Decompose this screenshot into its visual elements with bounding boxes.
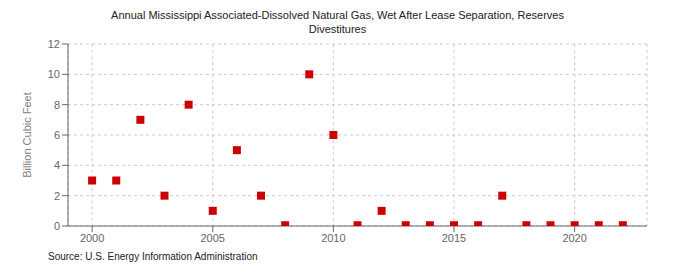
svg-text:8: 8 bbox=[54, 99, 60, 111]
svg-text:2015: 2015 bbox=[442, 232, 466, 244]
svg-text:10: 10 bbox=[48, 68, 60, 80]
html-text:Divestitures: Divestitures bbox=[308, 23, 367, 35]
html-text:Source: U.S. Energy Informatio: Source: U.S. Energy Information Administ… bbox=[48, 251, 258, 262]
svg-text:Billion Cubic Feet: Billion Cubic Feet bbox=[21, 92, 33, 178]
svg-text:2020: 2020 bbox=[562, 232, 586, 244]
svg-text:2005: 2005 bbox=[201, 232, 225, 244]
svg-text:12: 12 bbox=[48, 38, 60, 50]
svg-text:0: 0 bbox=[54, 220, 60, 232]
svg-text:2000: 2000 bbox=[80, 232, 104, 244]
svg-text:4: 4 bbox=[54, 159, 60, 171]
svg-text:6: 6 bbox=[54, 129, 60, 141]
html-text:Annual Mississippi Associated-: Annual Mississippi Associated-Dissolved … bbox=[111, 9, 564, 21]
svg-text:2010: 2010 bbox=[321, 232, 345, 244]
svg-text:2: 2 bbox=[54, 190, 60, 202]
